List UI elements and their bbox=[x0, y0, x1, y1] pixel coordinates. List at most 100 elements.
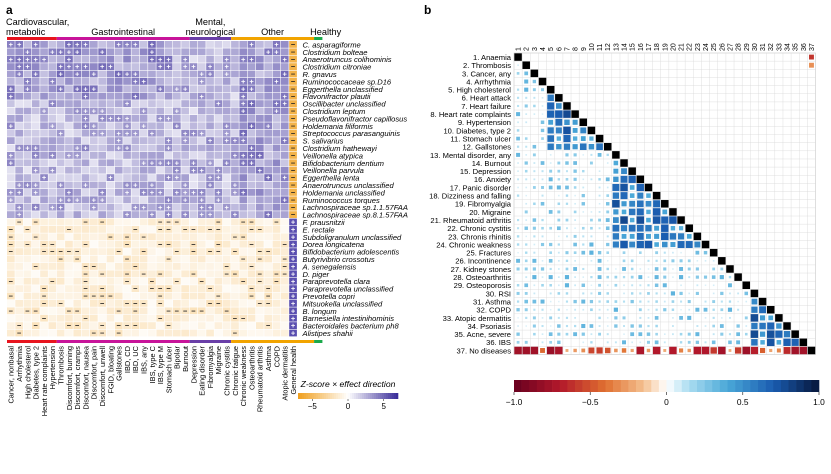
heatmap-cell bbox=[90, 78, 98, 85]
heatmap-cell bbox=[23, 307, 32, 315]
significance-mark: + bbox=[200, 92, 205, 101]
heatmap-cell bbox=[206, 329, 214, 337]
significance-mark: − bbox=[158, 292, 163, 301]
significance-mark: + bbox=[166, 62, 171, 71]
significance-mark: + bbox=[125, 114, 130, 123]
legend-swatch bbox=[360, 393, 363, 399]
heatmap-cell bbox=[239, 329, 248, 337]
significance-mark: − bbox=[141, 247, 146, 256]
heatmap-cell bbox=[65, 196, 73, 204]
heatmap-cell bbox=[131, 92, 140, 100]
heatmap-cell bbox=[164, 218, 173, 226]
correlation-cell bbox=[729, 316, 731, 319]
significance-mark: − bbox=[274, 218, 279, 227]
correlation-cell bbox=[533, 292, 536, 295]
heatmap-cell bbox=[148, 300, 156, 307]
heatmap-cell bbox=[256, 85, 264, 93]
correlation-cell bbox=[573, 177, 577, 181]
heatmap-cell bbox=[247, 181, 256, 189]
significance-mark: + bbox=[291, 262, 296, 271]
correlation-cell bbox=[541, 226, 544, 230]
legend-swatch bbox=[384, 393, 387, 399]
correlation-cell bbox=[565, 170, 568, 173]
heatmap-cell bbox=[256, 322, 264, 329]
significance-mark: + bbox=[183, 55, 188, 64]
column-number: 11 bbox=[597, 44, 604, 51]
significance-mark: + bbox=[166, 158, 171, 167]
correlation-cell bbox=[557, 161, 561, 165]
group-title-line: Cardiovascular, bbox=[6, 17, 69, 27]
significance-mark: + bbox=[9, 121, 14, 130]
significance-mark: + bbox=[283, 92, 288, 101]
colorbar-swatch bbox=[803, 380, 812, 392]
correlation-cell bbox=[614, 275, 618, 279]
significance-mark: − bbox=[34, 321, 39, 330]
heatmap-cell bbox=[181, 137, 189, 144]
significance-mark: + bbox=[208, 173, 213, 182]
correlation-cell bbox=[524, 267, 528, 271]
heatmap-cell bbox=[280, 159, 289, 167]
correlation-cell bbox=[621, 233, 627, 239]
row-label: S. salivarius bbox=[303, 137, 344, 146]
heatmap-cell bbox=[106, 100, 115, 107]
heatmap-cell bbox=[81, 129, 90, 137]
correlation-cell bbox=[695, 307, 700, 312]
heatmap-cell bbox=[164, 307, 173, 315]
heatmap-cell bbox=[65, 322, 73, 329]
column-number: 7 bbox=[564, 47, 571, 51]
heatmap-cell bbox=[139, 300, 148, 307]
significance-mark: + bbox=[175, 121, 180, 130]
heatmap-cell bbox=[139, 100, 148, 107]
correlation-cell bbox=[548, 119, 554, 125]
heatmap-cell bbox=[256, 159, 264, 167]
correlation-cell bbox=[703, 307, 708, 312]
correlation-cell bbox=[791, 346, 799, 355]
heatmap-cell bbox=[65, 211, 73, 218]
correlation-cell bbox=[652, 191, 661, 200]
correlation-cell bbox=[745, 300, 748, 303]
correlation-cell bbox=[573, 153, 577, 157]
heatmap-cell bbox=[214, 307, 223, 315]
correlation-cell bbox=[629, 193, 635, 198]
correlation-cell bbox=[606, 235, 609, 238]
significance-mark: + bbox=[17, 210, 22, 219]
heatmap-cell bbox=[40, 203, 48, 211]
heatmap-cell bbox=[156, 63, 165, 70]
correlation-cell bbox=[663, 308, 667, 312]
heatmap-cell bbox=[31, 240, 40, 248]
heatmap-cell bbox=[197, 218, 206, 226]
heatmap-cell bbox=[148, 144, 156, 152]
heatmap-cell bbox=[148, 166, 156, 174]
significance-mark: − bbox=[25, 225, 30, 234]
heatmap-cell bbox=[214, 181, 223, 189]
significance-mark: + bbox=[92, 84, 97, 93]
heatmap-cell bbox=[131, 248, 140, 255]
correlation-cell bbox=[679, 275, 684, 280]
heatmap-cell bbox=[206, 115, 214, 122]
correlation-cell bbox=[581, 283, 585, 287]
correlation-cell bbox=[572, 144, 578, 150]
heatmap-cell bbox=[114, 85, 123, 93]
heatmap-cell bbox=[114, 196, 123, 204]
heatmap-cell bbox=[31, 285, 40, 292]
correlation-cell bbox=[712, 333, 715, 336]
significance-mark: − bbox=[233, 247, 238, 256]
column-number: 31 bbox=[760, 43, 767, 51]
heatmap-cell bbox=[23, 152, 32, 159]
significance-mark: + bbox=[291, 255, 296, 264]
heatmap-cell bbox=[114, 292, 123, 300]
heatmap-cell bbox=[164, 292, 173, 300]
heatmap-cell bbox=[222, 174, 231, 181]
heatmap-cell bbox=[206, 144, 214, 152]
correlation-cell bbox=[663, 275, 667, 279]
heatmap-cell bbox=[264, 270, 272, 278]
correlation-cell bbox=[573, 161, 577, 165]
correlation-cell bbox=[565, 316, 569, 319]
heatmap-cell bbox=[156, 55, 165, 63]
heatmap-cell bbox=[23, 233, 32, 241]
heatmap-cell bbox=[56, 203, 65, 211]
heatmap-cell bbox=[114, 55, 123, 63]
heatmap-cell bbox=[81, 115, 90, 122]
heatmap-cell bbox=[181, 307, 189, 315]
column-label: Osteoarthritis bbox=[247, 346, 256, 390]
